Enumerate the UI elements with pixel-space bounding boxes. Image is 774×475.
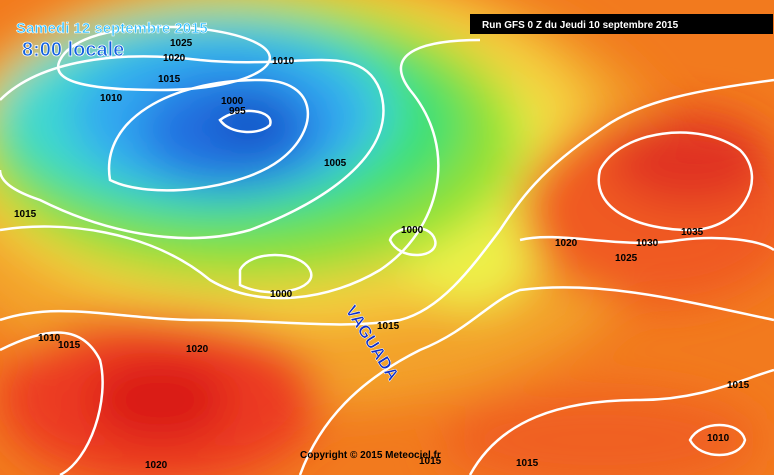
run-info: Run GFS 0 Z du Jeudi 10 septembre 2015 <box>482 20 679 31</box>
forecast-date: Samedi 12 septembre 2015 <box>16 20 208 37</box>
isobar-label: 1020 <box>145 460 168 471</box>
isobar-label: 1035 <box>681 227 704 238</box>
isobar-label: 1020 <box>555 238 578 249</box>
isobar-label: 1000 <box>270 289 293 300</box>
isobar-label: 1010 <box>38 333 61 344</box>
isobar-label: 1025 <box>170 38 193 49</box>
isobar-label: 1010 <box>707 433 730 444</box>
isobar-label: 1010 <box>100 93 123 104</box>
isobar-label: 1005 <box>324 158 347 169</box>
isobar-label: 1020 <box>163 53 186 64</box>
isobar-label: 1000 <box>221 96 244 107</box>
isobar-label: 1015 <box>727 380 750 391</box>
copyright: Copyright © 2015 Meteociel.fr <box>300 450 441 461</box>
isobar-label: 1015 <box>419 456 442 467</box>
isobars <box>0 25 774 475</box>
isobar-label: 1015 <box>516 458 539 469</box>
isobar-label: 1030 <box>636 238 659 249</box>
isobar-label: 1020 <box>186 344 209 355</box>
isobar-label: 1015 <box>58 340 81 351</box>
isobar-label: 1015 <box>377 321 400 332</box>
isobar-label: 1000 <box>401 225 424 236</box>
isobar-label: 1015 <box>14 209 37 220</box>
isobar-label: 995 <box>229 106 246 117</box>
isobar-label: 1025 <box>615 253 638 264</box>
isobar-label: 1010 <box>272 56 295 67</box>
run-box <box>470 14 773 34</box>
forecast-time: 8:00 locale <box>22 39 124 61</box>
isobar-label: 1015 <box>158 74 181 85</box>
